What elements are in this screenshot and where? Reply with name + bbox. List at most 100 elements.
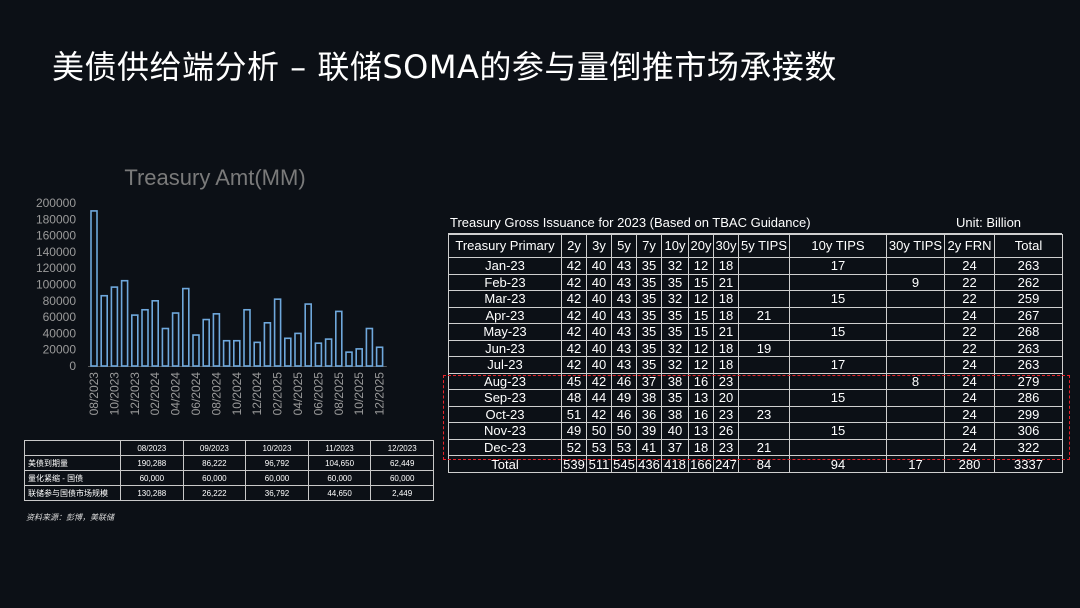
y-tick-label: 100000: [36, 278, 76, 292]
issuance-cell: 44: [586, 389, 612, 407]
issuance-cell: 12: [688, 257, 714, 275]
issuance-cell: 263: [994, 356, 1063, 374]
issuance-row: Jun-23 42 40 43 35 32 12 18 19 22 263: [448, 339, 1063, 357]
issuance-cell: 35: [636, 356, 662, 374]
bar: [334, 310, 343, 367]
highlight-box: [443, 375, 1070, 460]
y-tick-label: 140000: [36, 245, 76, 259]
bar: [212, 313, 221, 367]
bar: [273, 298, 282, 367]
bar: [131, 314, 139, 367]
bar: [283, 337, 292, 367]
bar: [110, 286, 119, 367]
bar: [263, 322, 272, 367]
issuance-cell: 42: [561, 257, 587, 275]
issuance-cell: 263: [994, 257, 1063, 275]
issuance-cell: 12: [688, 290, 714, 308]
issuance-cell: [789, 306, 887, 324]
issuance-cell: 18: [713, 356, 739, 374]
issuance-cell: 12: [688, 356, 714, 374]
issuance-cell: 259: [994, 290, 1063, 308]
issuance-cell: 13: [688, 389, 714, 407]
issuance-row: Mar-23 42 40 43 35 32 12 18 15 22 259: [448, 290, 1063, 308]
issuance-table: Treasury Primary 2y 3y 5y 7y 10y 20y 30y 5y TIPS…: [448, 234, 1063, 473]
issuance-month: May-23: [448, 323, 562, 341]
issuance-cell: [886, 257, 945, 275]
y-tick-label: 0: [69, 359, 76, 373]
y-tick-label: 80000: [43, 294, 77, 308]
issuance-cell: 43: [611, 323, 637, 341]
issuance-cell: 42: [561, 273, 587, 291]
x-tick-label: 08/2025: [332, 372, 346, 416]
issuance-cell: 15: [688, 273, 714, 291]
issuance-cell: [886, 339, 945, 357]
issuance-cell: 38: [661, 405, 689, 423]
issuance-cell: 18: [713, 306, 739, 324]
issuance-cell: 32: [661, 257, 689, 275]
issuance-cell: 16: [688, 372, 714, 390]
issuance-cell: 35: [661, 323, 689, 341]
bar: [314, 342, 323, 367]
issuance-cell: 17: [789, 257, 887, 275]
issuance-cell: 40: [661, 422, 689, 440]
issuance-cell: 37: [636, 372, 662, 390]
summary-cell: 26,222: [182, 485, 247, 501]
chart-title: Treasury Amt(MM): [124, 165, 305, 190]
summary-cell: 130,288: [120, 485, 184, 501]
issuance-cell: 35: [636, 339, 662, 357]
summary-table: 08/2023 09/2023 10/2023 11/2023 12/2023 …: [24, 440, 434, 501]
issuance-cell: 15: [789, 323, 887, 341]
issuance-cell: 32: [661, 356, 689, 374]
issuance-header-cell: 30y TIPS: [886, 234, 945, 258]
issuance-cell: 24: [944, 372, 995, 390]
issuance-row: Dec-23 52 53 53 41 37 18 23 21 24 322: [448, 438, 1063, 456]
issuance-cell: 22: [944, 273, 995, 291]
issuance-cell: [738, 323, 790, 341]
y-tick-label: 60000: [43, 310, 77, 324]
issuance-cell: 24: [944, 306, 995, 324]
issuance-caption: Treasury Gross Issuance for 2023 (Based …: [448, 213, 1062, 234]
issuance-cell: 41: [636, 438, 662, 456]
issuance-cell: 35: [636, 290, 662, 308]
issuance-cell: 35: [661, 273, 689, 291]
issuance-cell: 42: [561, 306, 587, 324]
x-tick-label: 06/2025: [311, 372, 325, 416]
issuance-cell: [738, 273, 790, 291]
issuance-header-cell: 3y: [586, 234, 612, 258]
x-tick-label: 12/2023: [128, 372, 142, 416]
bar: [365, 327, 374, 367]
summary-row-label: 量化紧缩 - 国债: [24, 470, 121, 486]
issuance-month: Apr-23: [448, 306, 562, 324]
issuance-cell: 32: [661, 290, 689, 308]
issuance-cell: 299: [994, 405, 1063, 423]
summary-cell: 60,000: [307, 470, 372, 486]
bar: [324, 338, 333, 367]
bar: [202, 318, 210, 367]
issuance-cell: [738, 290, 790, 308]
summary-cell: 60,000: [370, 470, 434, 486]
bar: [233, 339, 241, 367]
issuance-cell: 21: [738, 438, 790, 456]
issuance-cell: [886, 290, 945, 308]
issuance-cell: 39: [636, 422, 662, 440]
bar: [141, 308, 149, 367]
issuance-cell: 15: [688, 306, 714, 324]
summary-cell: 2,449: [370, 485, 434, 501]
issuance-header-cell: 30y: [713, 234, 739, 258]
issuance-cell: 53: [586, 438, 612, 456]
issuance-cell: 267: [994, 306, 1063, 324]
y-axis: 0 20000 40000 60000 80000 100000 120000 140000 1…: [36, 196, 387, 373]
bar: [253, 341, 261, 367]
issuance-cell: 43: [611, 356, 637, 374]
bar: [120, 279, 129, 367]
x-tick-label: 10/2024: [230, 372, 244, 416]
issuance-header-cell: 10y TIPS: [789, 234, 887, 258]
issuance-header-cell: Total: [994, 234, 1063, 258]
x-tick-label: 04/2024: [169, 372, 183, 416]
slide-title: 美债供给端分析 – 联储SOMA的参与量倒推市场承接数: [52, 48, 837, 86]
issuance-cell: 35: [636, 273, 662, 291]
issuance-cell: 22: [944, 290, 995, 308]
y-tick-label: 200000: [36, 196, 76, 210]
issuance-cell: 42: [561, 323, 587, 341]
issuance-header-cell: 5y TIPS: [738, 234, 790, 258]
